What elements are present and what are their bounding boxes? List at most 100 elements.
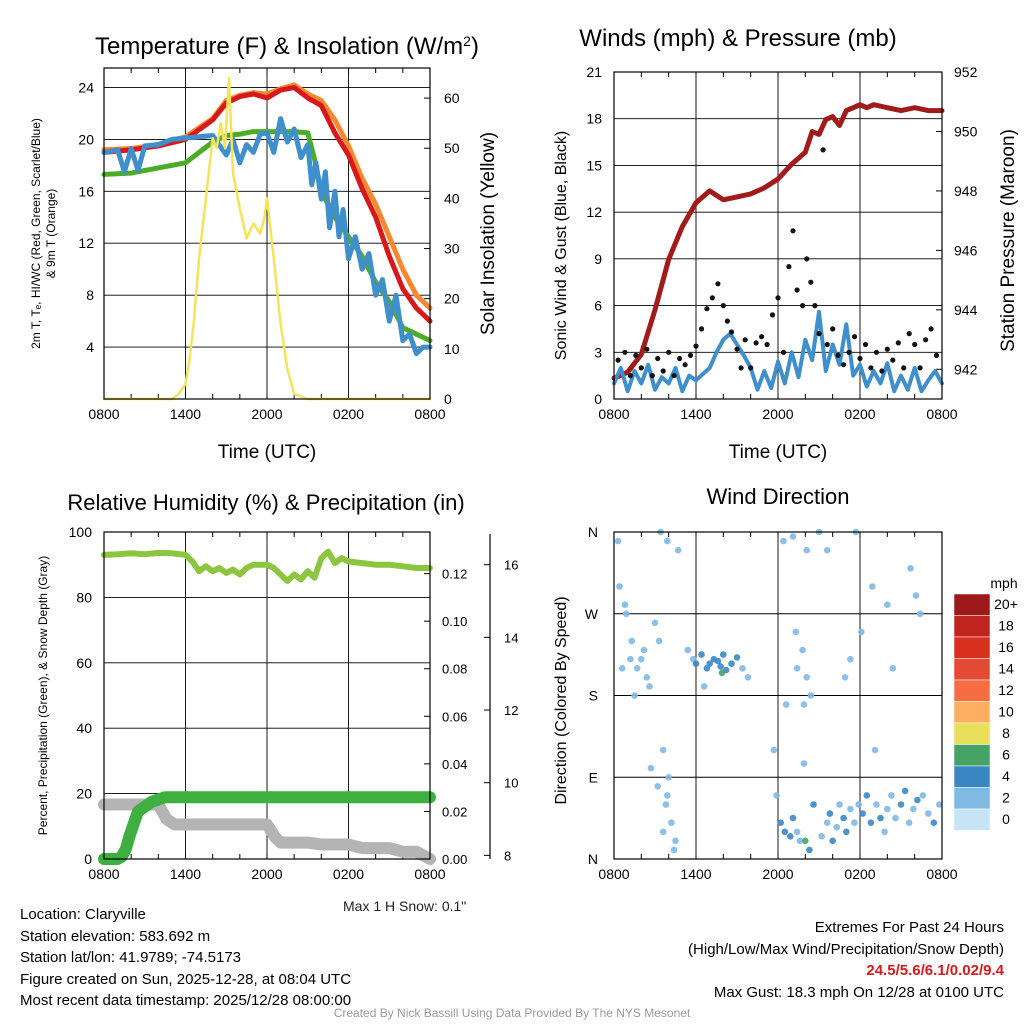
wind-gust-point bbox=[644, 346, 650, 352]
colorbar-swatch bbox=[953, 636, 991, 659]
wind-gust-point bbox=[627, 373, 634, 379]
wdir-point bbox=[628, 637, 636, 645]
wdir-point bbox=[863, 792, 871, 799]
rh-y2-tick-label: 0.08 bbox=[442, 662, 467, 677]
colorbar-label: 8 bbox=[1002, 725, 1010, 741]
wdir-point bbox=[855, 801, 862, 808]
rh-x-tick-label: 0200 bbox=[333, 866, 364, 882]
wdir-point bbox=[616, 583, 623, 590]
wind-gust-point bbox=[666, 349, 672, 355]
wdir-point bbox=[829, 837, 836, 845]
wind-y-tick-label: 0 bbox=[594, 391, 602, 407]
wdir-point bbox=[833, 823, 841, 831]
wind-x-tick-label: 2000 bbox=[762, 406, 793, 422]
wdir-point bbox=[847, 655, 854, 663]
wdir-point bbox=[807, 692, 815, 699]
wdir-point bbox=[781, 828, 789, 836]
wdir-point bbox=[907, 565, 914, 572]
colorbar-swatch bbox=[953, 679, 991, 702]
wind-gust-point bbox=[895, 340, 901, 346]
wind-gust-point bbox=[677, 355, 683, 362]
rh-y-tick-label: 80 bbox=[76, 589, 92, 605]
wdir-point bbox=[733, 654, 741, 661]
temp-y2-tick-label: 60 bbox=[444, 90, 460, 106]
colorbar-label: 20+ bbox=[994, 596, 1018, 612]
wdir-point bbox=[888, 792, 895, 799]
wdir-point bbox=[806, 846, 813, 854]
wdir-point bbox=[684, 646, 692, 654]
wind-gust-point bbox=[738, 365, 744, 371]
wind-gust-point bbox=[873, 349, 880, 355]
temp-y-tick-label: 4 bbox=[86, 339, 94, 355]
rh-y-tick-label: 100 bbox=[69, 524, 93, 540]
temp-y2-tick-label: 50 bbox=[444, 140, 460, 156]
rh-x-tick-label: 1400 bbox=[170, 866, 201, 882]
wind-gust-point bbox=[742, 337, 748, 343]
wind-gust-point bbox=[912, 341, 918, 348]
colorbar-swatch bbox=[953, 808, 991, 831]
wdir-x-tick-label: 2000 bbox=[762, 866, 793, 882]
rh-series-snow-depth bbox=[98, 798, 436, 865]
wdir-point bbox=[631, 692, 638, 699]
wdir-point bbox=[841, 674, 849, 681]
wdir-y-tick-label: S bbox=[589, 688, 598, 704]
wdir-point bbox=[873, 801, 880, 808]
wdir-point bbox=[789, 814, 797, 822]
temp-y-label-line2: & 9m T (Orange) bbox=[44, 189, 58, 279]
wind-gust-point bbox=[764, 341, 770, 348]
rh-y3-tick-label: 12 bbox=[504, 703, 518, 718]
wdir-point bbox=[889, 665, 897, 672]
wind-gust-point bbox=[780, 349, 787, 355]
wdir-point bbox=[858, 628, 865, 636]
colorbar-label: 14 bbox=[998, 661, 1014, 677]
wdir-point bbox=[799, 646, 806, 654]
colorbar-label: 2 bbox=[1002, 790, 1010, 806]
temp-y2-label: Solar Insolation (Yellow) bbox=[478, 132, 499, 335]
wind-gust-point bbox=[857, 355, 863, 362]
wind-gust-point bbox=[687, 352, 694, 358]
wind-gust-point bbox=[759, 334, 765, 340]
created-text: Figure created on Sun, 2025-12-28, at 08… bbox=[20, 970, 352, 988]
wdir-y-tick-label: E bbox=[589, 769, 598, 785]
temp-series-2m-t bbox=[101, 85, 433, 324]
location-text: Location: Claryville bbox=[20, 906, 146, 923]
wind-x-tick-label: 1400 bbox=[680, 406, 711, 422]
colorbar-label: 6 bbox=[1002, 747, 1010, 763]
temp-series-hi-wc bbox=[101, 116, 433, 357]
wind-title: Winds (mph) & Pressure (mb) bbox=[579, 25, 896, 52]
wind-gust-point bbox=[928, 326, 934, 332]
wind-y2-tick-label: 950 bbox=[954, 123, 978, 139]
wdir-point bbox=[792, 628, 800, 636]
wdir-point bbox=[700, 683, 708, 690]
wdir-point bbox=[777, 819, 784, 826]
wdir-point bbox=[892, 814, 899, 822]
wdir-point bbox=[869, 583, 876, 590]
wind-x-tick-label: 0800 bbox=[926, 406, 957, 422]
wdir-point bbox=[718, 669, 726, 677]
wdir-point bbox=[800, 701, 808, 708]
rh-y3-tick-label: 10 bbox=[504, 776, 518, 791]
wind-gust-point bbox=[862, 341, 869, 348]
wind-gust-point bbox=[633, 352, 639, 358]
wdir-y-tick-label: N bbox=[588, 524, 598, 540]
wind-gust-point bbox=[906, 331, 912, 337]
wdir-point bbox=[655, 637, 663, 645]
wdir-point bbox=[871, 746, 879, 754]
colorbar-swatch bbox=[953, 615, 991, 638]
temp-y2-tick-label: 30 bbox=[444, 241, 460, 257]
colorbar-swatch bbox=[953, 744, 991, 767]
temp-y-label-line1: 2m T, Tₑ, HI/WC (Red, Green, Scarlet/Blu… bbox=[29, 118, 43, 349]
wdir-y-tick-label: W bbox=[585, 606, 599, 622]
wdir-point bbox=[826, 810, 834, 817]
wind-gust-point bbox=[660, 368, 666, 374]
temp-y-tick-label: 20 bbox=[78, 131, 94, 147]
colorbar-swatch bbox=[953, 701, 991, 724]
rh-y-tick-label: 20 bbox=[76, 786, 92, 802]
wdir-point bbox=[936, 801, 943, 808]
wdir-point bbox=[843, 828, 850, 836]
wind-gust-point bbox=[728, 329, 735, 335]
wind-gust-point bbox=[808, 279, 814, 285]
wdir-point bbox=[646, 683, 653, 690]
wdir-point bbox=[728, 660, 735, 667]
wdir-point bbox=[836, 801, 843, 808]
